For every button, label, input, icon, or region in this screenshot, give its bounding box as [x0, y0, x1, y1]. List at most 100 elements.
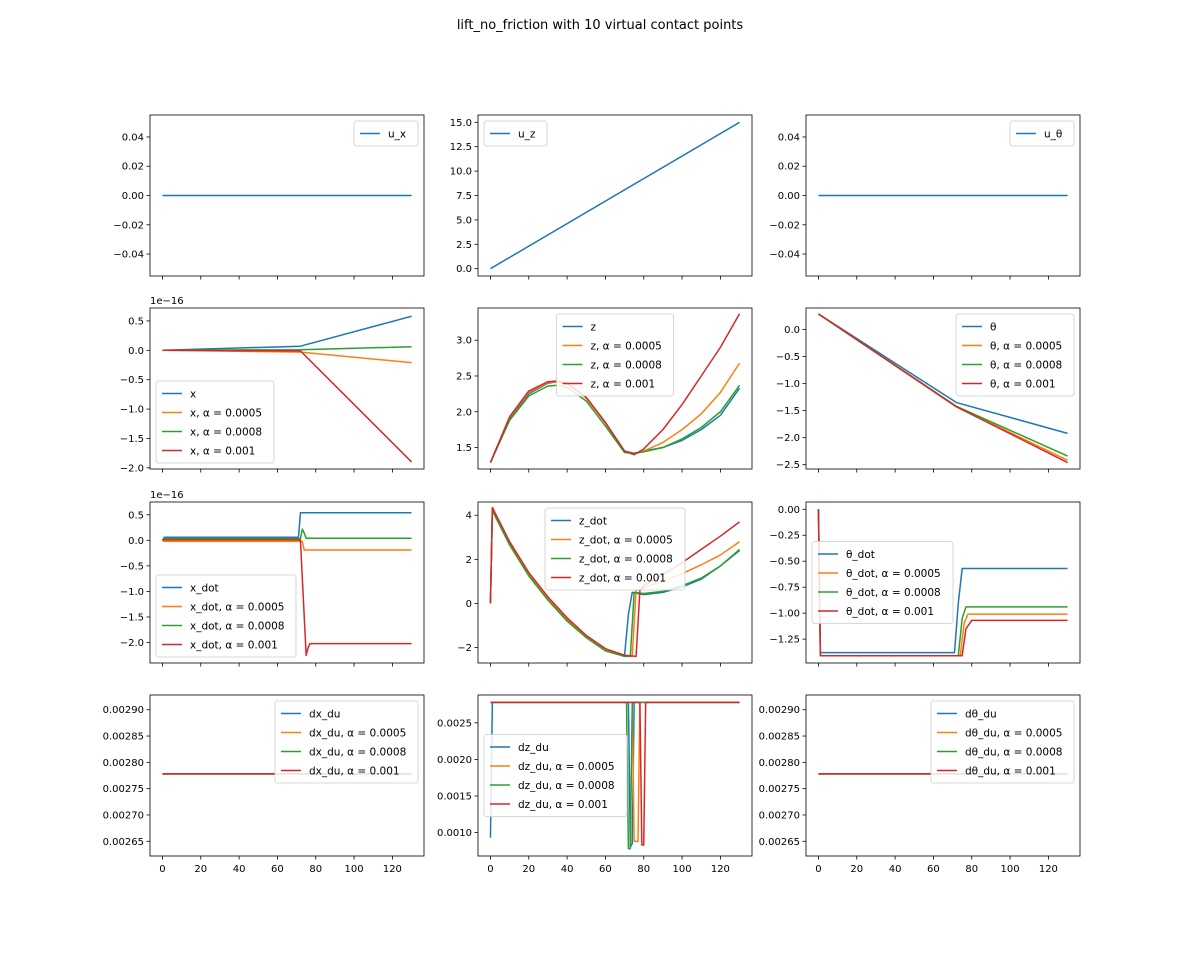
y-tick-label: 12.5 — [450, 142, 472, 153]
legend: θ_dot θ_dot, α = 0.0005 θ_dot, α = 0.0008 θ… — [811, 541, 954, 624]
subplot-dz-du: 0.0025 0.0020 0.0015 0.0010 0 20 40 60 80 100 120 d… — [437, 694, 753, 875]
offset-text: 1e−16 — [150, 490, 184, 501]
offset-text: 1e−16 — [150, 296, 184, 307]
subplot-u-theta: 0.04 0.02 0.00 −0.02 −0.04 u_θ — [769, 114, 1081, 280]
x-tick-label: 0 — [159, 864, 165, 875]
series-line-3 — [489, 506, 740, 658]
series-line-2 — [489, 510, 741, 658]
figure-title: lift_no_friction with 10 virtual contact… — [457, 18, 744, 33]
y-tick-label: −2.0 — [120, 463, 144, 474]
legend-label: x, α = 0.001 — [190, 446, 255, 458]
legend: z z, α = 0.0005 z, α = 0.0008 z, α = 0.001 — [556, 313, 674, 397]
legend-label: θ, α = 0.0008 — [990, 360, 1062, 372]
x-tick-label: 40 — [561, 864, 574, 875]
series-line-2 — [489, 384, 741, 463]
legend-label: θ, α = 0.001 — [990, 379, 1056, 391]
legend-label: dz_du, α = 0.0005 — [518, 761, 615, 773]
y-tick-label: 0.00 — [122, 191, 144, 202]
y-tick-label: 0.00280 — [759, 758, 800, 769]
axes-frame — [477, 694, 753, 857]
subplot-theta-dot: 0.00 −0.25 −0.50 −0.75 −1.00 −1.25 θ_dot θ_dot,… — [769, 501, 1081, 667]
x-tick-label: 120 — [383, 864, 402, 875]
legend-label: dθ_du, α = 0.0008 — [965, 747, 1062, 759]
y-tick-label: −1.25 — [769, 635, 800, 646]
subplot-x-dot: 0.5 0.0 −0.5 −1.0 −1.5 −2.0 1e−16 x_dot x_dot, α… — [120, 490, 425, 667]
series-line-0 — [490, 121, 740, 270]
series-group — [161, 511, 412, 657]
y-tick-label: 5.0 — [456, 215, 472, 226]
series-line-3 — [489, 313, 741, 463]
y-tick-label: −0.5 — [120, 375, 144, 386]
series-group — [817, 509, 1068, 657]
y-tick-label: 0.00285 — [759, 732, 800, 743]
series-line-3 — [818, 313, 1068, 464]
series-line-3 — [162, 349, 413, 463]
legend-label: θ_dot, α = 0.0008 — [846, 587, 941, 599]
legend-label: z — [591, 322, 597, 334]
y-tick-label: −1.00 — [769, 609, 800, 620]
series-group — [490, 121, 740, 270]
series-line-0 — [162, 315, 412, 352]
y-tick-label: 1.5 — [456, 443, 472, 454]
y-tick-label: 0.00265 — [103, 837, 144, 848]
legend-box — [930, 700, 1075, 784]
y-tick-label: 0.04 — [778, 132, 800, 143]
subplot-theta: 0.0 −0.5 −1.0 −1.5 −2.0 −2.5 θ θ, α = 0.0005 θ, … — [776, 307, 1081, 473]
y-tick-label: 0.00275 — [103, 784, 144, 795]
y-tick-label: 0.00265 — [759, 837, 800, 848]
legend-label: z_dot, α = 0.0008 — [579, 554, 673, 566]
legend-box — [556, 313, 674, 397]
legend-box — [353, 120, 419, 147]
legend-label: dx_du, α = 0.0008 — [309, 747, 406, 759]
y-tick-label: 0.0020 — [437, 755, 472, 766]
y-tick-label: 0.00270 — [759, 810, 800, 821]
axes-frame — [805, 694, 1081, 857]
series-line-3 — [162, 539, 412, 657]
series-group — [162, 315, 413, 463]
y-tick-label: −1.0 — [120, 405, 144, 416]
legend-label: dx_du — [309, 709, 340, 721]
x-tick-label: 40 — [233, 864, 246, 875]
legend-label: dz_du, α = 0.001 — [518, 799, 608, 811]
series-line-3 — [817, 509, 1068, 657]
x-tick-label: 100 — [345, 864, 364, 875]
series-group — [489, 506, 741, 658]
series-group — [489, 701, 740, 850]
legend-label: x_dot — [190, 583, 219, 595]
subplot-u-z: 15.0 12.5 10.0 7.5 5.0 2.5 0.0 u_z — [450, 114, 753, 280]
y-tick-label: −1.5 — [776, 406, 800, 417]
y-tick-label: 0.0 — [128, 536, 144, 547]
series-line-2 — [161, 528, 412, 541]
y-tick-label: 0.0025 — [437, 718, 472, 729]
y-tick-label: 2.5 — [456, 240, 472, 251]
legend-label: dθ_du, α = 0.0005 — [965, 728, 1062, 740]
y-tick-label: −0.04 — [769, 250, 800, 261]
y-tick-label: 0.00290 — [759, 705, 800, 716]
y-tick-label: 0.0 — [128, 346, 144, 357]
x-tick-label: 80 — [965, 864, 978, 875]
legend: u_z — [483, 120, 548, 147]
y-tick-label: 0.00285 — [103, 732, 144, 743]
y-tick-label: 0.0 — [784, 325, 800, 336]
y-tick-label: 0 — [466, 599, 472, 610]
series-line-0 — [818, 313, 1068, 435]
x-tick-label: 40 — [889, 864, 902, 875]
legend-label: x, α = 0.0005 — [190, 408, 262, 420]
series-group — [818, 313, 1068, 464]
subplot-u-x: 0.04 0.02 0.00 −0.02 −0.04 u_x — [113, 114, 425, 280]
legend-label: dθ_du — [965, 709, 997, 721]
y-tick-label: 0.02 — [778, 162, 800, 173]
legend-label: dz_du, α = 0.0008 — [518, 780, 615, 792]
y-tick-label: −0.02 — [113, 220, 144, 231]
legend-label: dθ_du, α = 0.001 — [965, 766, 1056, 778]
y-tick-label: 0.00280 — [103, 758, 144, 769]
y-tick-label: 4 — [466, 511, 472, 522]
y-tick-label: −1.0 — [776, 379, 800, 390]
legend: dθ_du dθ_du, α = 0.0005 dθ_du, α = 0.0008 d… — [930, 700, 1075, 784]
y-tick-label: 2 — [466, 555, 472, 566]
legend-label: x_dot, α = 0.001 — [190, 640, 278, 652]
x-tick-label: 20 — [522, 864, 535, 875]
x-tick-label: 80 — [637, 864, 650, 875]
legend: u_x — [353, 120, 419, 147]
axes-frame — [805, 307, 1081, 470]
